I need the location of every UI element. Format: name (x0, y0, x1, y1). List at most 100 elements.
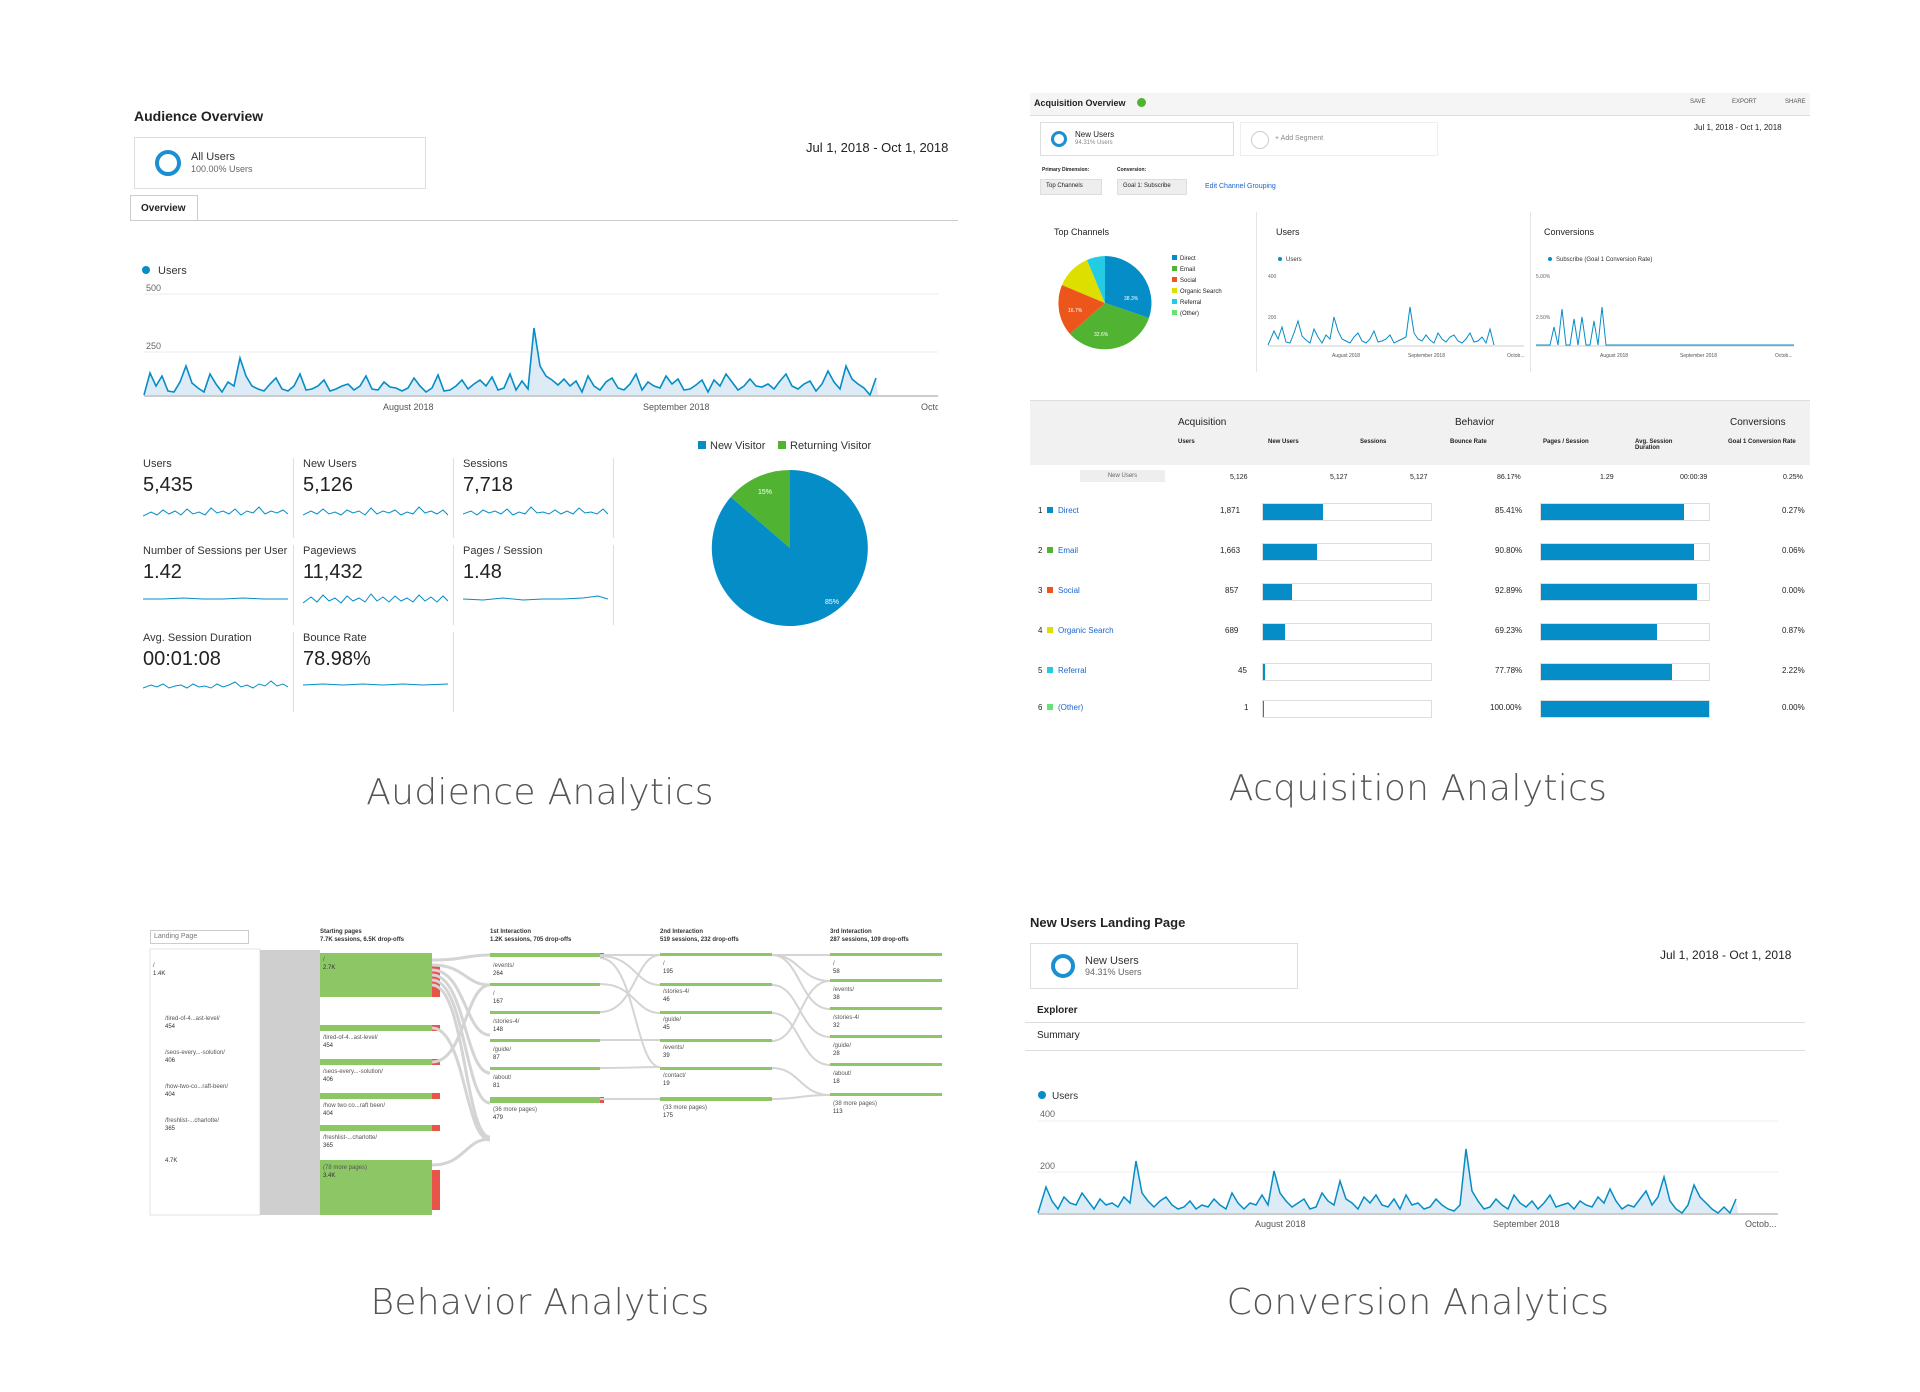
table-row[interactable]: 1 Direct 1,871 85.41% 0.27% (1030, 491, 1810, 532)
users-line-chart: Users 500 250 August 2018 September 2018… (142, 265, 938, 412)
legend-swatch (1172, 299, 1177, 304)
flow-node[interactable] (660, 953, 772, 956)
caption: Acquisition Analytics (1228, 768, 1608, 809)
channel-link[interactable]: Direct (1058, 506, 1079, 515)
landing-page-select[interactable]: Landing Page (150, 930, 249, 944)
column-header[interactable]: Pages / Session (1543, 439, 1589, 445)
flow-node[interactable] (660, 1039, 772, 1042)
flow-node[interactable] (830, 1007, 942, 1010)
flow-node[interactable] (320, 953, 432, 997)
channel-link[interactable]: Email (1058, 546, 1079, 555)
node-name: /about/ (833, 1071, 852, 1077)
left-item-value: 454 (165, 1024, 176, 1030)
row-rank: 3 (1038, 586, 1043, 595)
column-header[interactable]: Avg. Session Duration (1635, 439, 1673, 451)
metric-sessions-per-user[interactable]: Number of Sessions per User 1.42 (143, 545, 294, 625)
pie-slice-new[interactable] (711, 470, 868, 626)
flow-node[interactable] (660, 1011, 772, 1014)
metric-avg-session-duration[interactable]: Avg. Session Duration 00:01:08 (143, 632, 294, 712)
x-tick: Octob... (921, 402, 938, 412)
channel-link[interactable]: Organic Search (1058, 626, 1114, 635)
table-row[interactable]: 4 Organic Search 689 69.23% 0.87% (1030, 611, 1810, 652)
table-row[interactable]: 5 Referral 45 77.78% 2.22% (1030, 651, 1810, 692)
conversion-select[interactable]: Goal 1: Subscribe (1117, 179, 1187, 195)
table-row[interactable]: 3 Social 857 92.89% 0.00% (1030, 571, 1810, 612)
flow-node[interactable] (830, 979, 942, 982)
add-segment-button[interactable]: + Add Segment (1240, 122, 1438, 156)
metric-value: 00:01:08 (143, 648, 221, 670)
metric-pages-per-session[interactable]: Pages / Session 1.48 (463, 545, 614, 625)
tab-summary[interactable]: Summary (1037, 1030, 1080, 1041)
metric-pageviews[interactable]: Pageviews 11,432 (303, 545, 454, 625)
date-range[interactable]: Jul 1, 2018 - Oct 1, 2018 (806, 140, 949, 155)
flow-node[interactable] (320, 1093, 432, 1099)
table-row[interactable]: 2 Email 1,663 90.80% 0.06% (1030, 531, 1810, 572)
node-value: 264 (493, 971, 504, 977)
pie-slice-organic[interactable] (1062, 260, 1105, 303)
flow-node[interactable] (830, 953, 942, 956)
column-header[interactable]: Users (1178, 439, 1195, 445)
segment-picker[interactable]: New Users 94.31% Users (1040, 122, 1234, 156)
date-range[interactable]: Jul 1, 2018 - Oct 1, 2018 (1660, 948, 1792, 962)
flow-node[interactable] (320, 1160, 432, 1215)
tab-overview[interactable]: Overview (141, 203, 186, 214)
channel-link[interactable]: Social (1058, 586, 1080, 595)
metric-bounce-rate[interactable]: Bounce Rate 78.98% (303, 632, 454, 712)
channel-link[interactable]: (Other) (1058, 703, 1084, 712)
flow-node[interactable] (660, 983, 772, 986)
users-value: 1,871 (1220, 506, 1241, 515)
pie-label: 32.6% (1094, 332, 1109, 338)
flow-node[interactable] (320, 1125, 432, 1131)
flow-node[interactable] (660, 1067, 772, 1070)
export-button[interactable]: EXPORT (1732, 99, 1757, 105)
pie-slice-social[interactable] (1058, 285, 1105, 334)
flow-node[interactable] (320, 1059, 432, 1065)
y-tick: 500 (146, 283, 161, 293)
edit-channel-grouping-link[interactable]: Edit Channel Grouping (1205, 183, 1276, 190)
pie-slice-returning[interactable] (730, 469, 790, 548)
legend-label: Referral (1180, 300, 1202, 306)
pie-slice-direct[interactable] (1105, 256, 1152, 318)
flow-node[interactable] (830, 1093, 942, 1096)
column-title: Starting pages (320, 929, 362, 935)
pie-slice-referral[interactable] (1087, 256, 1105, 303)
segment-picker[interactable]: New Users 94.31% Users (1030, 943, 1298, 989)
flow-node[interactable] (830, 1035, 942, 1038)
column-header[interactable]: New Users (1268, 439, 1299, 445)
y-tick: 200 (1040, 1161, 1055, 1171)
table-row[interactable]: 6 (Other) 1 100.00% 0.00% (1030, 691, 1810, 723)
node-name: /how two co...raft been/ (323, 1103, 385, 1109)
date-range[interactable]: Jul 1, 2018 - Oct 1, 2018 (1694, 123, 1782, 132)
channel-swatch (1047, 547, 1053, 553)
flow-node[interactable] (660, 1097, 772, 1101)
segment-picker[interactable]: All Users 100.00% Users (134, 137, 426, 189)
flow-node[interactable] (490, 1039, 600, 1042)
flow-node[interactable] (490, 983, 600, 986)
flow-node[interactable] (830, 1063, 942, 1066)
metric-new-users[interactable]: New Users 5,126 (303, 458, 454, 538)
share-button[interactable]: SHARE (1785, 99, 1806, 105)
users-panel: Users Users 400 200 August 2018 Septembe… (1262, 212, 1531, 372)
flow-node[interactable] (490, 1097, 600, 1103)
pie-slice-email[interactable] (1070, 303, 1149, 350)
node-value: 19 (663, 1081, 670, 1087)
save-button[interactable]: SAVE (1690, 99, 1706, 105)
flow-node[interactable] (490, 953, 600, 957)
metric-sessions[interactable]: Sessions 7,718 (463, 458, 614, 538)
column-sub: 1.2K sessions, 705 drop-offs (490, 937, 572, 943)
column-title: 1st Interaction (490, 929, 531, 935)
node-name: /stories-4/ (493, 1019, 520, 1025)
column-header[interactable]: Bounce Rate (1450, 439, 1487, 445)
metric-label: New Users (303, 458, 357, 470)
flow-node[interactable] (320, 1025, 432, 1031)
column-header[interactable]: Goal 1 Conversion Rate (1728, 439, 1796, 445)
segment-name: New Users (1075, 130, 1115, 139)
metric-users[interactable]: Users 5,435 (143, 458, 294, 538)
column-header[interactable]: Sessions (1360, 439, 1387, 445)
flow-node[interactable] (490, 1067, 600, 1070)
channel-link[interactable]: Referral (1058, 666, 1087, 675)
node-value: 365 (323, 1143, 334, 1149)
dimension-select[interactable]: Top Channels (1040, 179, 1102, 195)
flow-node[interactable] (490, 1011, 600, 1014)
tab-explorer[interactable]: Explorer (1037, 1005, 1078, 1016)
